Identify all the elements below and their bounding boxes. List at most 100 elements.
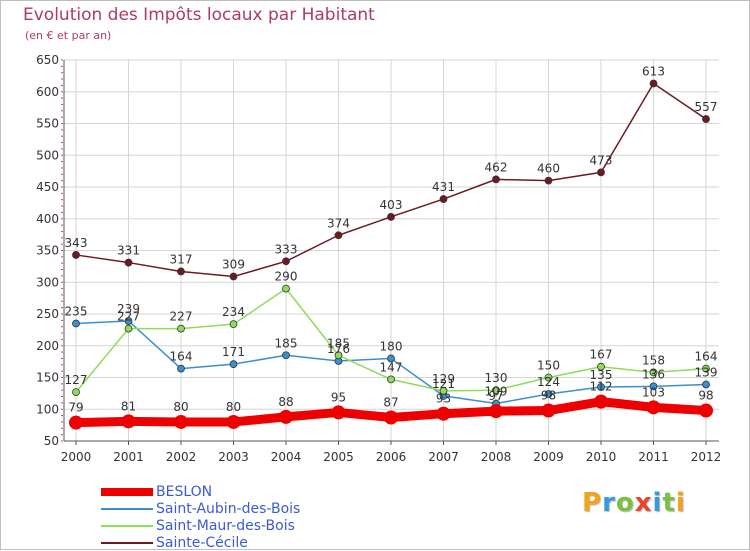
data-point — [384, 410, 398, 425]
legend-swatch — [101, 507, 153, 510]
legend-swatch — [101, 487, 153, 496]
data-label: 290 — [275, 270, 298, 284]
data-label: 167 — [590, 348, 613, 362]
data-label: 180 — [380, 339, 403, 353]
data-label: 81 — [121, 399, 136, 413]
data-point — [334, 231, 343, 240]
data-point — [702, 364, 710, 373]
data-label: 87 — [383, 396, 398, 410]
logo-letter: t — [662, 488, 676, 518]
data-point — [544, 176, 553, 185]
data-label: 129 — [432, 372, 455, 386]
x-tick-label: 2012 — [691, 450, 722, 464]
data-label: 95 — [331, 390, 346, 404]
legend-label: Saint-Maur-des-Bois — [156, 517, 295, 534]
chart-subtitle: (en € et par an) — [25, 29, 112, 42]
data-label: 135 — [590, 368, 613, 382]
data-label: 97 — [488, 389, 503, 403]
y-tick-label: 250 — [36, 307, 59, 321]
data-point — [541, 403, 556, 418]
data-label: 109 — [485, 385, 508, 399]
data-label: 98 — [698, 389, 713, 403]
data-point — [649, 79, 658, 88]
data-label: 185 — [275, 336, 298, 350]
data-point — [439, 386, 448, 395]
x-tick-label: 2011 — [638, 450, 669, 464]
data-label: 164 — [170, 350, 193, 364]
legend-swatch — [101, 541, 153, 544]
data-label: 150 — [537, 359, 560, 373]
data-point — [229, 360, 238, 369]
y-tick-label: 450 — [36, 180, 59, 194]
data-label: 121 — [432, 377, 455, 391]
data-point — [646, 400, 661, 415]
data-point — [597, 362, 605, 371]
data-label: 164 — [695, 350, 718, 364]
data-label: 139 — [695, 365, 718, 379]
data-point — [282, 284, 290, 293]
data-point — [72, 388, 80, 397]
data-label: 235 — [65, 305, 88, 319]
data-label: 93 — [436, 392, 451, 406]
data-label: 227 — [117, 310, 140, 324]
data-label: 176 — [327, 342, 350, 356]
logo-letter: P — [582, 488, 603, 518]
x-tick-label: 2003 — [218, 450, 249, 464]
y-tick-label: 100 — [36, 402, 59, 416]
y-tick-label: 50 — [44, 434, 59, 448]
data-label: 88 — [278, 395, 293, 409]
data-point — [121, 414, 136, 429]
data-point — [649, 368, 658, 377]
data-point — [177, 267, 185, 276]
legend-label: BESLON — [156, 483, 213, 500]
data-label: 80 — [226, 400, 241, 414]
data-point — [124, 324, 133, 333]
data-label: 403 — [380, 198, 403, 212]
data-label: 309 — [222, 258, 245, 272]
data-label: 112 — [590, 380, 613, 394]
data-label: 136 — [642, 367, 665, 381]
data-point — [387, 354, 395, 363]
y-tick-label: 550 — [36, 117, 59, 131]
legend-label: Saint-Aubin-des-Bois — [156, 500, 301, 517]
logo-letter: i — [675, 488, 686, 518]
data-point — [177, 364, 185, 373]
x-tick-label: 2005 — [323, 450, 354, 464]
data-point — [282, 351, 290, 360]
x-tick-label: 2000 — [61, 450, 92, 464]
x-tick-label: 2002 — [166, 450, 197, 464]
legend-label: Sainte-Cécile — [156, 534, 248, 551]
data-point — [387, 212, 395, 221]
data-label: 171 — [222, 345, 245, 359]
data-point — [597, 383, 605, 391]
data-label: 227 — [170, 310, 193, 324]
data-label: 460 — [537, 162, 560, 176]
data-point — [334, 351, 343, 360]
data-point — [331, 405, 346, 420]
data-label: 234 — [222, 305, 245, 319]
x-tick-label: 2001 — [113, 450, 144, 464]
x-tick-label: 2007 — [428, 450, 459, 464]
data-point — [229, 272, 238, 281]
data-point — [124, 317, 133, 325]
legend-item: Saint-Aubin-des-Bois — [101, 500, 300, 517]
data-label: 185 — [327, 336, 350, 350]
data-point — [69, 415, 83, 430]
data-point — [594, 394, 608, 409]
data-label: 124 — [537, 375, 560, 389]
data-point — [387, 375, 395, 384]
data-point — [544, 373, 553, 382]
data-point — [436, 406, 451, 421]
data-label: 98 — [541, 389, 556, 403]
data-label: 158 — [642, 353, 665, 367]
chart-title: Evolution des Impôts locaux par Habitant — [23, 5, 375, 25]
data-point — [282, 257, 290, 266]
data-point — [226, 414, 241, 429]
data-label: 343 — [65, 236, 88, 250]
x-tick-label: 2008 — [481, 450, 512, 464]
data-label: 374 — [327, 216, 350, 230]
logo-letter: o — [615, 488, 635, 518]
data-point — [544, 390, 553, 398]
